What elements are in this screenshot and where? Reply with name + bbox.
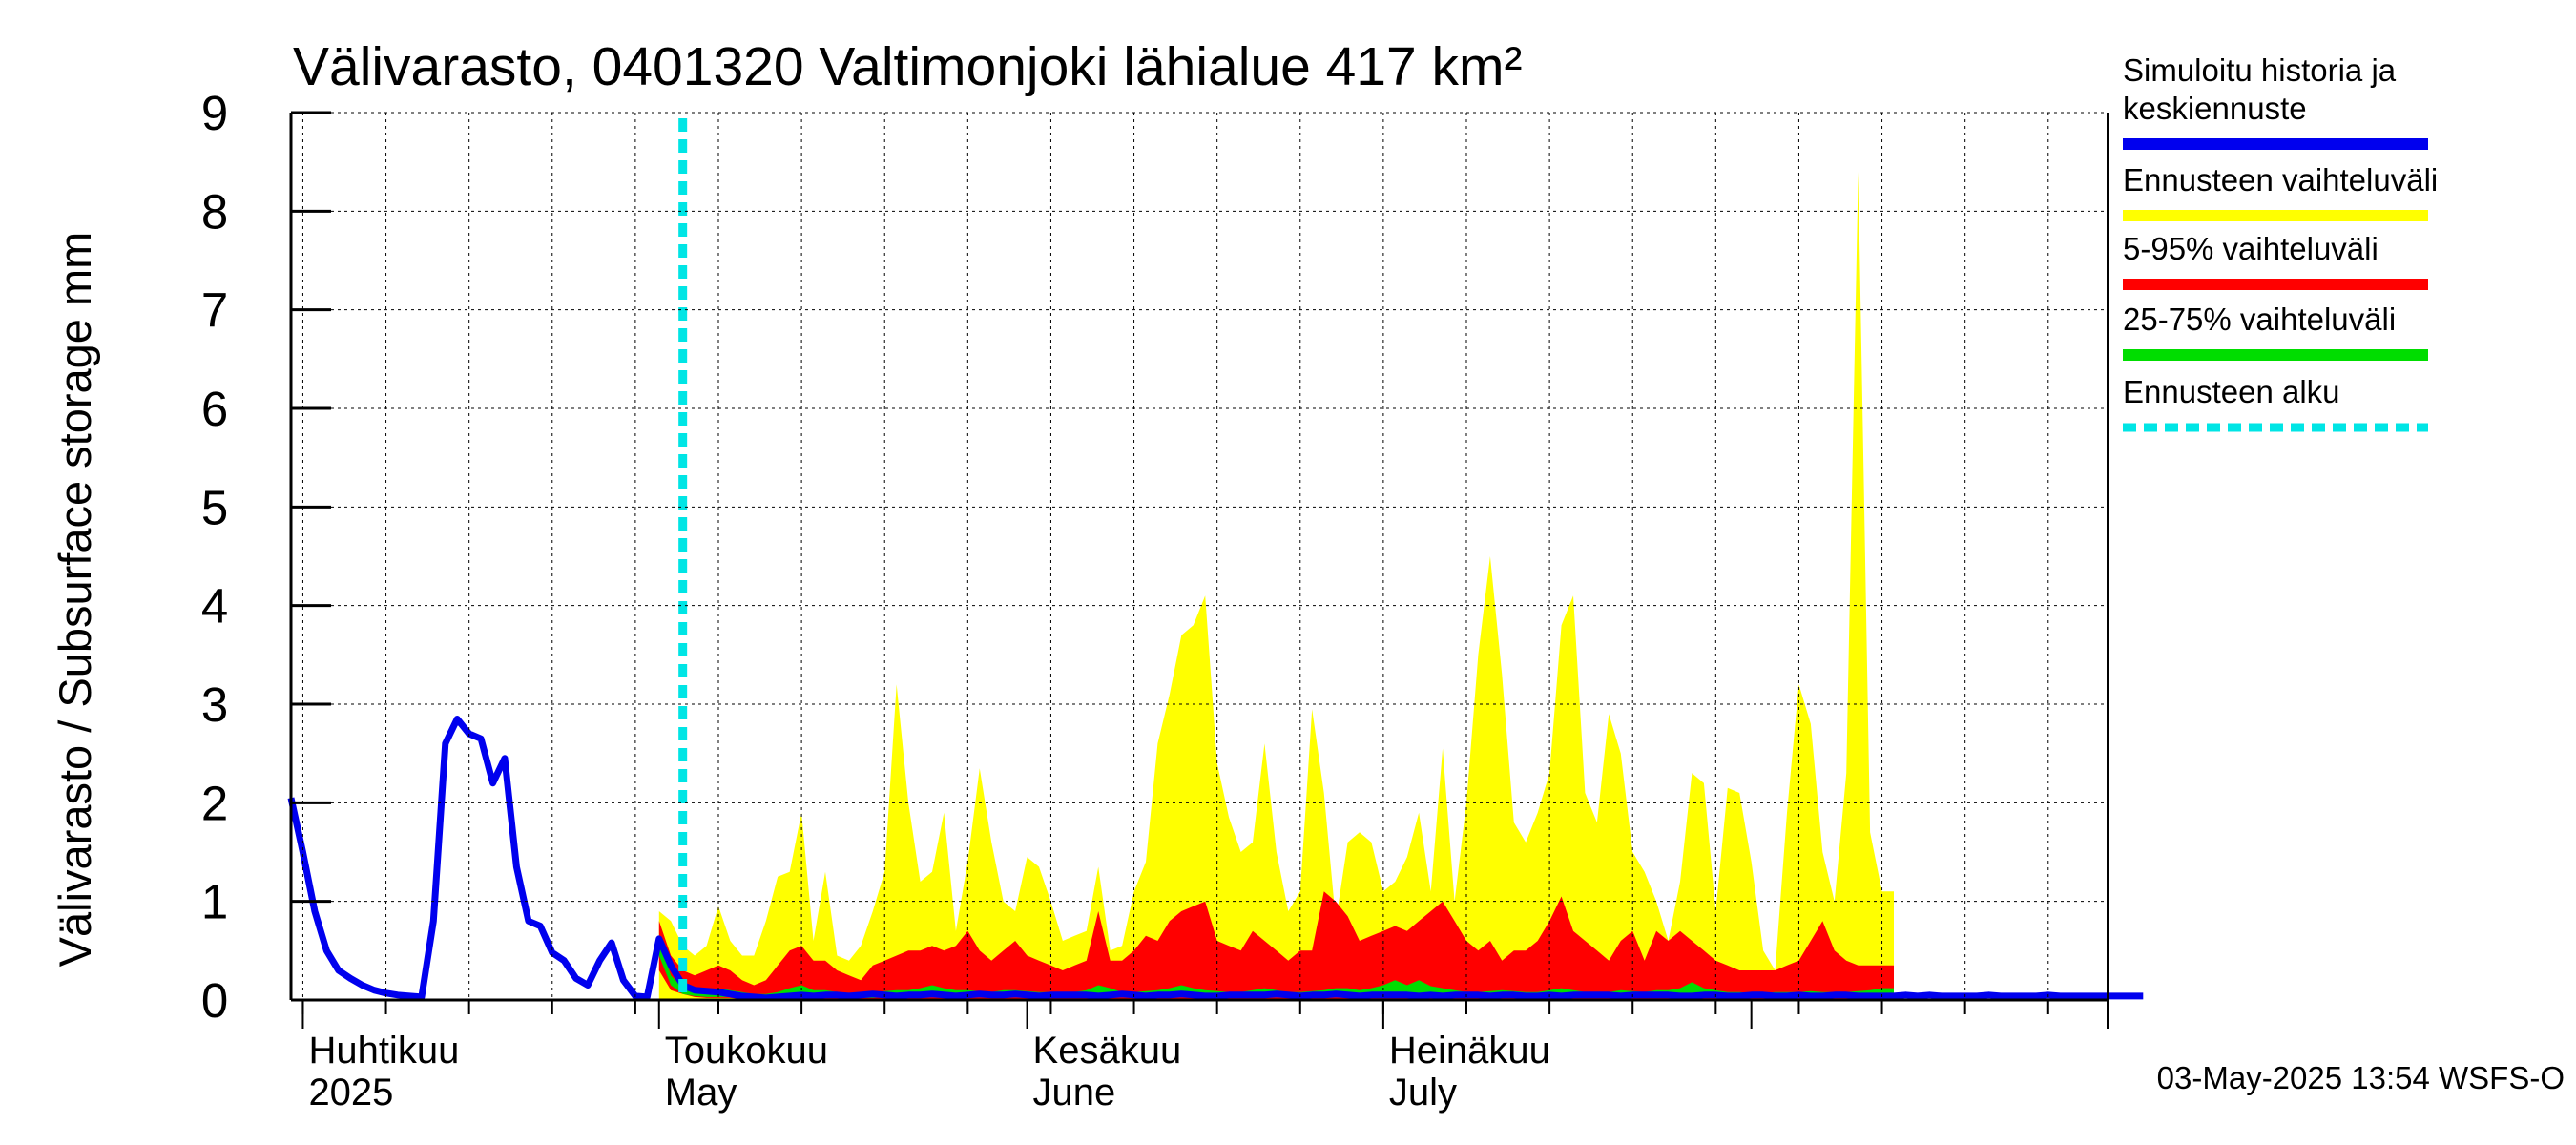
grid	[291, 112, 2108, 1000]
y-tick-label: 9	[201, 86, 228, 140]
band-25-75-vaihteluv-li	[658, 941, 1894, 998]
x-month-label: Kesäkuu	[1033, 1030, 1182, 1072]
x-month-label: Huhtikuu	[308, 1030, 459, 1072]
footer-timestamp: 03-May-2025 13:54 WSFS-O	[2157, 1060, 2565, 1095]
y-tick-label: 1	[201, 875, 228, 929]
band-ennusteen-vaihteluv-li	[658, 172, 1894, 1000]
y-tick-label: 6	[201, 382, 228, 436]
legend-label: Ennusteen alku	[2123, 374, 2340, 409]
y-axis-label: Välivarasto / Subsurface storage mm	[50, 232, 100, 968]
x-month-sublabel: July	[1389, 1072, 1457, 1114]
y-tick-label: 0	[201, 973, 228, 1028]
y-tick-label: 2	[201, 776, 228, 830]
y-tick-label: 5	[201, 480, 228, 534]
legend-label: Simuloitu historia ja	[2123, 52, 2397, 88]
y-tick-label: 7	[201, 283, 228, 338]
x-month-sublabel: 2025	[308, 1072, 393, 1114]
legend-label: keskiennuste	[2123, 91, 2307, 126]
x-month-label: Heinäkuu	[1389, 1030, 1550, 1072]
band-5-95-vaihteluv-li	[658, 891, 1894, 999]
x-month-label: Toukokuu	[665, 1030, 828, 1072]
legend-label: Ennusteen vaihteluväli	[2123, 162, 2438, 198]
x-month-sublabel: May	[665, 1072, 737, 1114]
y-tick-label: 3	[201, 677, 228, 732]
y-tick-label: 8	[201, 184, 228, 239]
x-month-sublabel: June	[1033, 1072, 1116, 1114]
chart-title: Välivarasto, 0401320 Valtimonjoki lähial…	[293, 36, 1523, 97]
legend-label: 25-75% vaihteluväli	[2123, 302, 2396, 337]
y-tick-label: 4	[201, 579, 228, 634]
legend-label: 5-95% vaihteluväli	[2123, 231, 2379, 266]
